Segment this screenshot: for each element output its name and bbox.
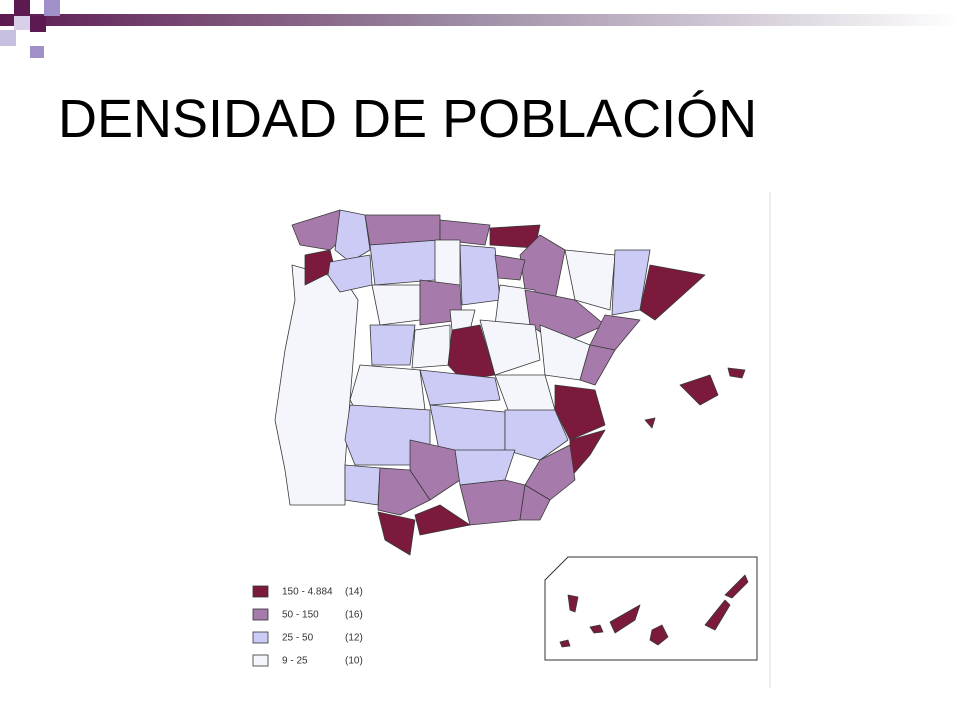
region — [377, 511, 416, 556]
region — [459, 479, 526, 526]
legend-swatch — [252, 654, 269, 667]
region — [644, 417, 656, 429]
region — [439, 219, 491, 246]
region — [504, 409, 569, 461]
region — [554, 384, 606, 441]
region — [567, 594, 579, 613]
legend-range: 50 - 150 — [282, 610, 319, 621]
legend-count: (12) — [345, 633, 363, 644]
legend-count: (10) — [345, 656, 363, 667]
region — [639, 264, 706, 321]
legend: 150 - 4.884 (14) 50 - 150 (16) 25 - 50 (12) 9 … — [252, 585, 363, 667]
region — [564, 249, 616, 311]
region — [519, 484, 551, 521]
region — [344, 464, 381, 506]
legend-count: (14) — [345, 587, 363, 598]
legend-swatch — [252, 585, 269, 598]
legend-swatch — [252, 631, 269, 644]
region — [727, 367, 746, 379]
region — [411, 324, 451, 369]
region — [377, 467, 431, 516]
region — [494, 254, 526, 281]
region — [327, 254, 373, 293]
region — [409, 439, 461, 501]
legend-swatch — [252, 608, 269, 621]
region — [334, 209, 371, 263]
map — [274, 209, 758, 661]
region — [679, 374, 719, 406]
region — [369, 324, 416, 366]
region — [369, 239, 441, 286]
region — [344, 404, 431, 466]
region — [609, 604, 641, 634]
region — [414, 504, 471, 536]
region — [704, 599, 731, 631]
region — [524, 444, 576, 501]
region — [419, 369, 501, 406]
legend-range: 25 - 50 — [282, 633, 314, 644]
region — [454, 449, 516, 486]
portugal — [274, 264, 359, 506]
region — [559, 639, 571, 648]
region — [579, 344, 616, 386]
legend-count: (16) — [345, 610, 363, 621]
region — [589, 624, 604, 634]
title: DENSIDAD DE POBLACIÓN — [58, 89, 758, 149]
decoration — [0, 0, 960, 58]
region — [649, 624, 669, 646]
legend-range: 150 - 4.884 — [282, 587, 333, 598]
region — [479, 319, 541, 376]
region — [724, 574, 749, 599]
region — [459, 244, 501, 306]
legend-range: 9 - 25 — [282, 656, 308, 667]
region — [371, 284, 421, 326]
region — [494, 374, 556, 416]
